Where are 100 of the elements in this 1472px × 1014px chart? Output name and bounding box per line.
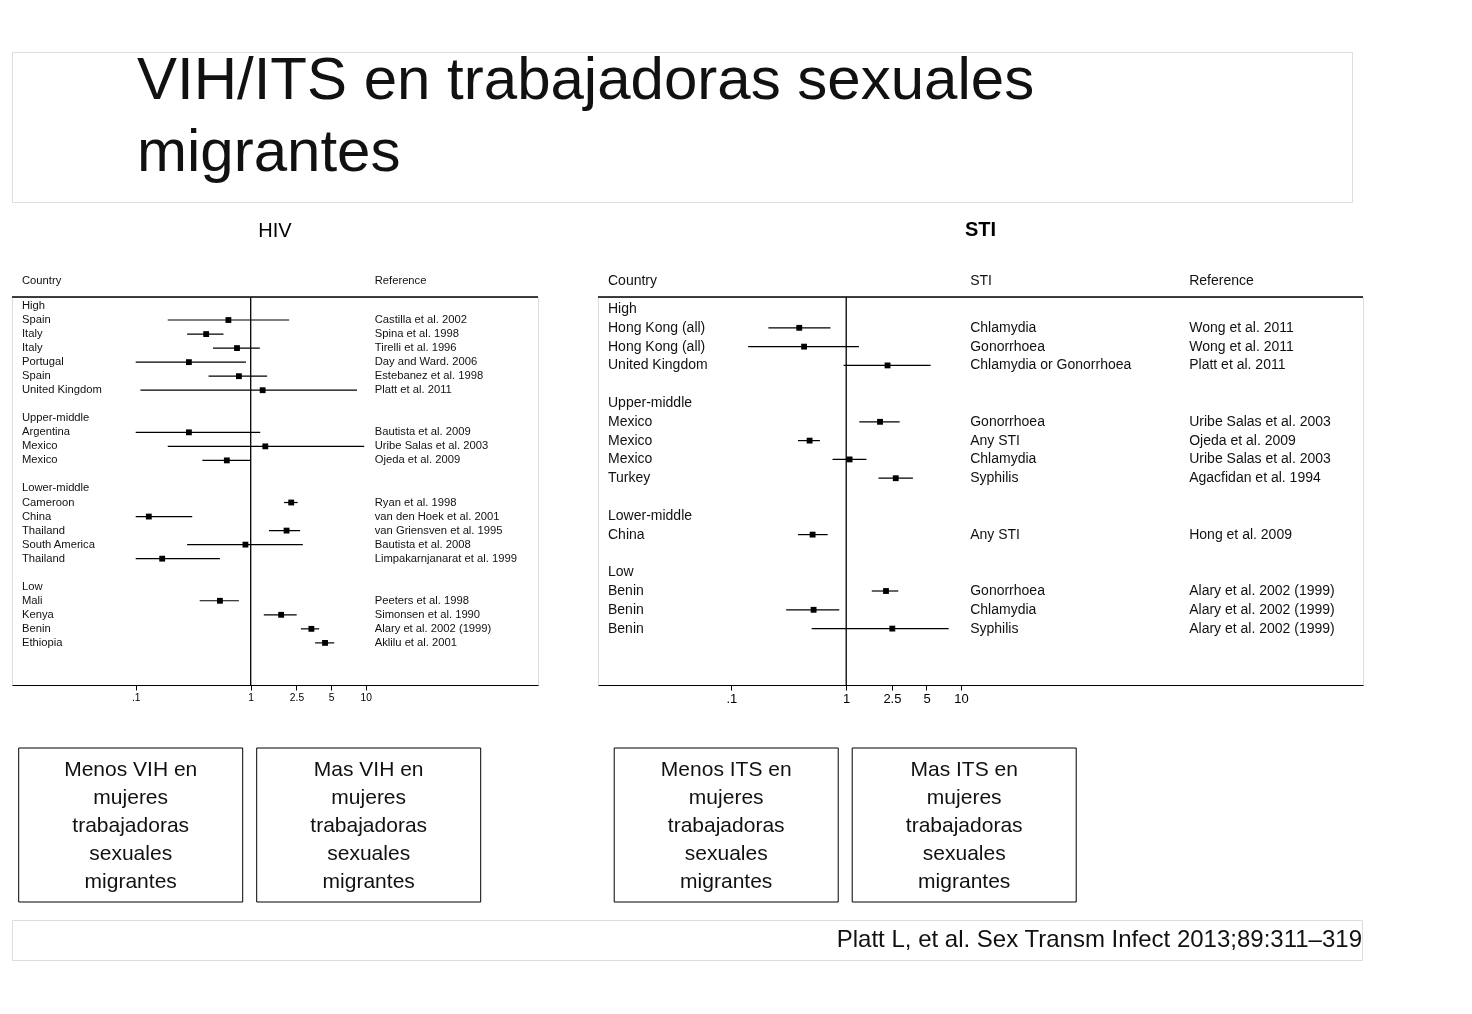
- y-tick-label: Hong Kong (all): [608, 318, 706, 335]
- y-tick-label: Ethiopia: [22, 635, 64, 648]
- y2-tick-label: Gonorrhoea: [970, 337, 1046, 354]
- y2-tick-label: Syphilis: [970, 619, 1019, 636]
- annotation: Wong et al. 2011: [1189, 337, 1294, 354]
- x-tick-label: 2.5: [883, 690, 902, 706]
- text: Menos VIH en mujeres trabajadoras sexuales migrantes: [64, 757, 198, 892]
- y-tick-label: Turkey: [608, 469, 651, 486]
- y-tick-label: Italy: [22, 327, 43, 340]
- annotation: Uribe Salas et al. 2003: [1189, 450, 1332, 467]
- y-tick-label: Mexico: [608, 412, 653, 429]
- y2-tick-label: Bautista et al. 2008: [374, 537, 471, 550]
- y-tick-label: Low: [608, 563, 635, 580]
- annotation: Wong et al. 2011: [1189, 318, 1294, 335]
- y2-tick-label: Platt et al. 2011: [374, 383, 452, 396]
- y2-tick-label: Tirelli et al. 1996: [374, 341, 457, 354]
- y2-tick-label: Peeters et al. 1998: [374, 593, 469, 606]
- y2-tick-label: Simonsen et al. 1990: [374, 607, 481, 620]
- y-tick-label: High: [608, 300, 637, 317]
- y-tick-label: Lower-middle: [22, 481, 90, 494]
- y2-tick-label: Alary et al. 2002 (1999): [374, 621, 492, 634]
- y2-tick-label: Castilla et al. 2002: [374, 313, 468, 326]
- annotation: Alary et al. 2002 (1999): [1189, 600, 1335, 617]
- y-tick-label: Mexico: [608, 450, 653, 467]
- y2-tick-label: Limpakarnjanarat et al. 1999: [374, 551, 517, 564]
- x-tick-label: 10: [954, 690, 969, 706]
- y2-tick-label: Any STI: [970, 431, 1021, 448]
- y2-tick-label: Day and Ward. 2006: [374, 355, 478, 368]
- y-tick-label: United Kingdom: [608, 356, 708, 373]
- y-tick-label: Mexico: [22, 453, 58, 466]
- y-tick-label: Thailand: [22, 551, 66, 564]
- y-tick-label: Italy: [22, 341, 43, 354]
- y2-tick-label: Uribe Salas et al. 2003: [374, 439, 489, 452]
- y-tick-label: Spain: [22, 369, 51, 382]
- y2-tick-label: Chlamydia: [970, 450, 1037, 467]
- y-tick-label: South America: [22, 537, 96, 550]
- y-tick-label: Low: [22, 579, 44, 592]
- y2-axis-title: Reference: [374, 274, 427, 286]
- text: Menos ITS en mujeres trabajadoras sexuales migrantes: [660, 757, 792, 892]
- annotation: Alary et al. 2002 (1999): [1189, 582, 1335, 599]
- annotation: Agacfidan et al. 1994: [1189, 469, 1321, 486]
- y2-tick-label: van Griensven et al. 1995: [374, 523, 503, 536]
- annotation: Platt et al. 2011: [1189, 356, 1286, 373]
- y-tick-label: China: [22, 509, 53, 522]
- annotation: Ojeda et al. 2009: [1189, 431, 1297, 448]
- y-tick-label: Hong Kong (all): [608, 337, 706, 354]
- chart-title: STI: [970, 272, 992, 288]
- y2-tick-label: Ryan et al. 1998: [374, 495, 457, 508]
- x-tick-label: .1: [131, 691, 141, 703]
- annotation: Uribe Salas et al. 2003: [1189, 412, 1332, 429]
- y2-tick-label: Chlamydia or Gonorrhoea: [970, 356, 1132, 373]
- y2-tick-label: Estebanez et al. 1998: [374, 369, 484, 382]
- y-tick-label: United Kingdom: [22, 383, 102, 396]
- y-tick-label: Thailand: [22, 523, 66, 536]
- y2-tick-label: Syphilis: [970, 469, 1019, 486]
- y-tick-label: Cameroon: [22, 495, 75, 508]
- y2-tick-label: Gonorrhoea: [970, 582, 1046, 599]
- y-tick-label: Benin: [608, 582, 644, 599]
- text: Mas VIH en mujeres trabajadoras sexuales migrantes: [310, 757, 428, 892]
- y-tick-label: Benin: [608, 619, 644, 636]
- y2-axis-title: STI: [964, 218, 997, 240]
- y2-tick-label: Ojeda et al. 2009: [374, 453, 461, 466]
- x-tick-label: .1: [726, 690, 738, 706]
- x-tick-label: 1: [248, 691, 255, 703]
- x-tick-label: 5: [328, 691, 335, 703]
- text: Reference: [1189, 272, 1255, 288]
- y2-tick-label: Spina et al. 1998: [374, 327, 459, 340]
- y2-tick-label: Aklilu et al. 2001: [374, 635, 458, 648]
- y2-tick-label: Chlamydia: [970, 600, 1037, 617]
- y-tick-label: High: [22, 298, 46, 311]
- y-tick-label: Mexico: [608, 431, 653, 448]
- y-tick-label: Mali: [22, 593, 43, 606]
- annotation: Hong et al. 2009: [1189, 525, 1293, 542]
- y-tick-label: Lower-middle: [608, 506, 693, 523]
- y-tick-label: Portugal: [22, 355, 64, 368]
- x-tick-label: 10: [360, 691, 373, 703]
- text: VIH/ITS en trabajadoras sexuales migrantes: [137, 45, 1035, 184]
- y-axis-title: Country: [22, 274, 62, 286]
- text: Platt L, et al. Sex Transm Infect 2013;89:311–319: [836, 925, 1362, 952]
- text: Mas ITS en mujeres trabajadoras sexuales migrantes: [905, 757, 1023, 892]
- annotation: Alary et al. 2002 (1999): [1189, 619, 1335, 636]
- y2-tick-label: van den Hoek et al. 2001: [374, 509, 500, 522]
- y-tick-label: Benin: [608, 600, 644, 617]
- y-axis-title: Country: [608, 272, 658, 288]
- y-tick-label: Kenya: [22, 607, 55, 620]
- chart-title: HIV: [258, 219, 293, 241]
- y2-tick-label: Bautista et al. 2009: [374, 425, 471, 438]
- y-tick-label: Mexico: [22, 439, 58, 452]
- y2-tick-label: Gonorrhoea: [970, 412, 1046, 429]
- x-tick-label: 5: [923, 690, 931, 706]
- y-tick-label: Spain: [22, 313, 51, 326]
- y-tick-label: China: [608, 525, 645, 542]
- x-tick-label: 2.5: [289, 691, 305, 703]
- x-tick-label: 1: [843, 690, 851, 706]
- y-tick-label: Upper-middle: [608, 394, 693, 411]
- y-tick-label: Upper-middle: [22, 411, 90, 424]
- y2-tick-label: Any STI: [970, 525, 1021, 542]
- y2-tick-label: Chlamydia: [970, 318, 1037, 335]
- y-tick-label: Benin: [22, 621, 51, 634]
- y-tick-label: Argentina: [22, 425, 71, 438]
